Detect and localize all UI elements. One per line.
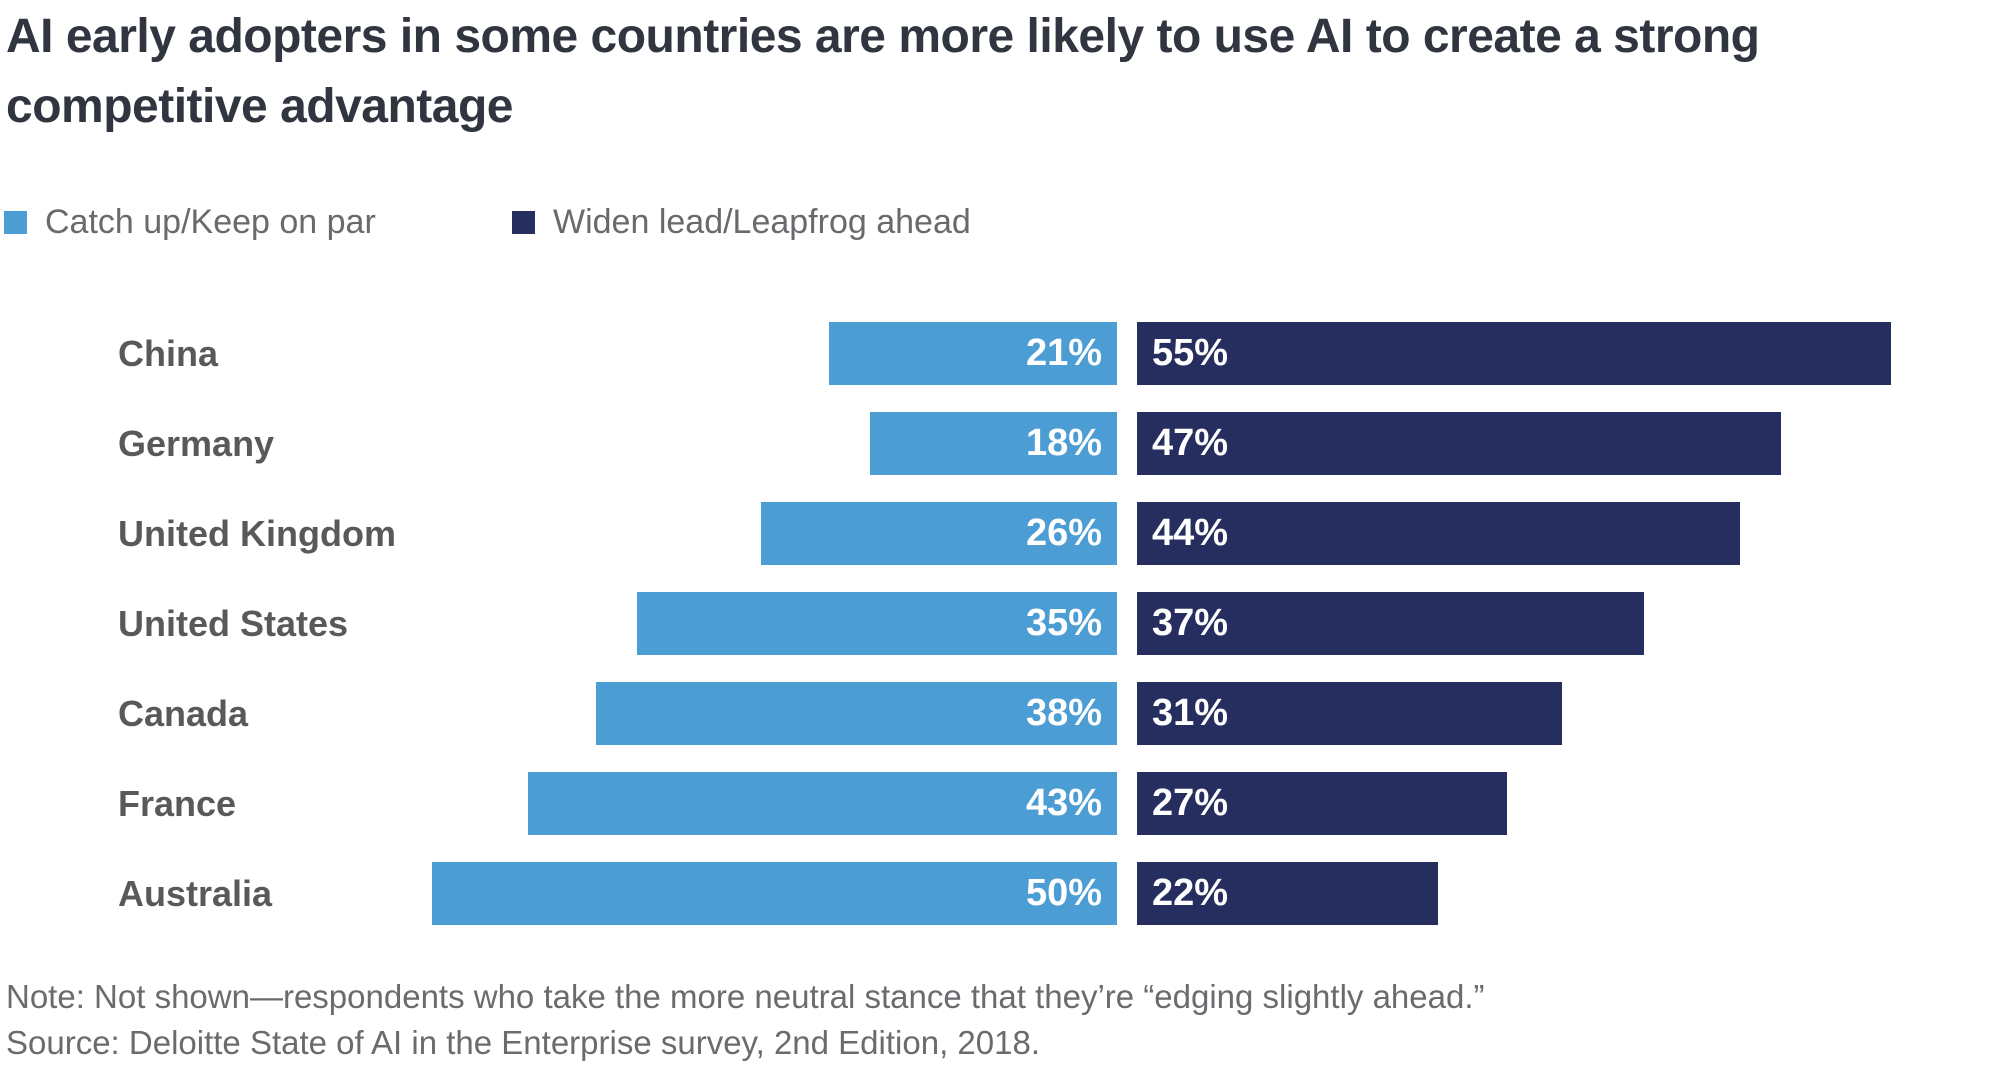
bar-widen-lead: 55% <box>1137 322 1891 385</box>
chart-row: United Kingdom 26% 44% <box>0 502 2000 565</box>
country-label: Canada <box>118 692 249 734</box>
bar-catch-up: 38% <box>596 682 1117 745</box>
country-label: France <box>118 782 237 824</box>
bar-value-label: 55% <box>1152 332 1229 374</box>
footer-source: Source: Deloitte State of AI in the Ente… <box>6 1023 1040 1061</box>
bar-value-label: 22% <box>1152 872 1229 914</box>
chart-row: Germany 18% 47% <box>0 412 2000 475</box>
bar-widen-lead: 37% <box>1137 592 1644 655</box>
chart-title-line2: competitive advantage <box>6 79 514 133</box>
bar-catch-up: 35% <box>637 592 1117 655</box>
country-label: United States <box>118 602 349 644</box>
chart-row: France 43% 27% <box>0 772 2000 835</box>
bar-catch-up: 18% <box>870 412 1117 475</box>
legend-label-widen-lead: Widen lead/Leapfrog ahead <box>553 203 971 241</box>
bar-value-label: 50% <box>1025 872 1102 914</box>
legend-label-catch-up: Catch up/Keep on par <box>45 203 376 241</box>
chart-row: Australia 50% 22% <box>0 862 2000 925</box>
legend-swatch-catch-up <box>4 211 27 234</box>
country-label: Germany <box>118 422 275 464</box>
bar-catch-up: 21% <box>829 322 1117 385</box>
bar-value-label: 38% <box>1025 692 1102 734</box>
legend-item-widen-lead: Widen lead/Leapfrog ahead <box>512 203 971 242</box>
bar-widen-lead: 31% <box>1137 682 1562 745</box>
chart-row: Canada 38% 31% <box>0 682 2000 745</box>
country-label: United Kingdom <box>118 512 396 554</box>
bar-catch-up: 43% <box>528 772 1117 835</box>
bar-value-label: 43% <box>1025 782 1102 824</box>
bar-widen-lead: 44% <box>1137 502 1740 565</box>
legend-item-catch-up: Catch up/Keep on par <box>4 203 376 242</box>
bar-value-label: 27% <box>1152 782 1229 824</box>
bar-catch-up: 50% <box>432 862 1117 925</box>
bar-value-label: 44% <box>1152 512 1229 554</box>
bar-value-label: 35% <box>1025 602 1102 644</box>
bar-value-label: 31% <box>1152 692 1229 734</box>
legend: Catch up/Keep on par Widen lead/Leapfrog… <box>0 203 1200 243</box>
bar-widen-lead: 47% <box>1137 412 1781 475</box>
chart-row: China 21% 55% <box>0 322 2000 385</box>
legend-swatch-widen-lead <box>512 211 535 234</box>
country-label: China <box>118 332 219 374</box>
footer-note: Note: Not shown—respondents who take the… <box>6 978 1485 1015</box>
chart-title-line1: AI early adopters in some countries are … <box>6 10 1760 63</box>
bar-value-label: 21% <box>1025 332 1102 374</box>
footer: Note: Not shown—respondents who take the… <box>6 974 1906 1065</box>
bar-widen-lead: 22% <box>1137 862 1438 925</box>
bar-value-label: 26% <box>1025 512 1102 554</box>
bar-value-label: 18% <box>1025 422 1102 464</box>
chart-row: United States 35% 37% <box>0 592 2000 655</box>
bar-catch-up: 26% <box>761 502 1117 565</box>
bar-value-label: 47% <box>1152 422 1229 464</box>
bar-value-label: 37% <box>1152 602 1229 644</box>
chart-title: AI early adopters in some countries are … <box>6 2 1946 141</box>
country-label: Australia <box>118 872 273 914</box>
bar-widen-lead: 27% <box>1137 772 1507 835</box>
